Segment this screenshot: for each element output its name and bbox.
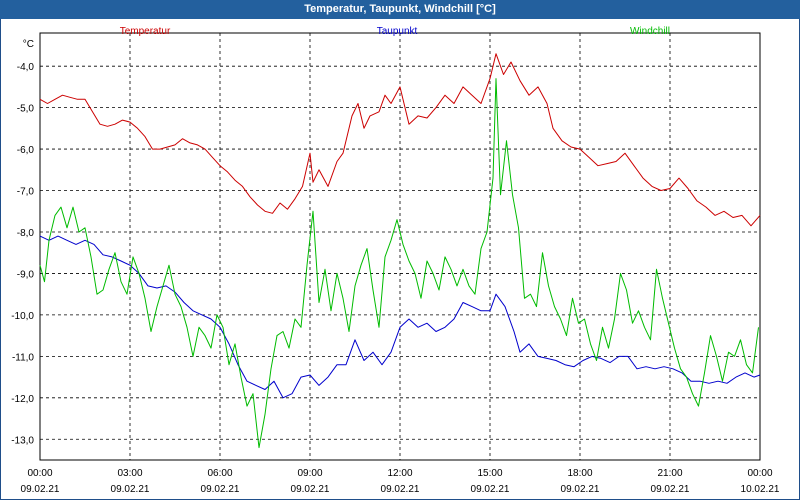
y-tick-label: -9,0: [17, 269, 35, 280]
y-tick-label: -8,0: [17, 228, 35, 239]
window-title: Temperatur, Taupunkt, Windchill [°C]: [0, 0, 800, 19]
y-tick-label: -13,0: [11, 435, 34, 446]
x-tick-date: 09.02.21: [471, 484, 510, 495]
x-tick-time: 09:00: [297, 468, 322, 479]
x-tick-date: 09.02.21: [21, 484, 60, 495]
y-tick-label: -7,0: [17, 187, 35, 198]
x-tick-time: 00:00: [27, 468, 52, 479]
series-lines: [39, 53, 761, 449]
x-tick-date: 10.02.21: [741, 484, 780, 495]
y-tick-label: -6,0: [17, 145, 35, 156]
x-tick-time: 15:00: [477, 468, 502, 479]
legend-label-temperatur: Temperatur: [120, 26, 171, 37]
series-line-windchill: [39, 78, 759, 449]
x-tick-date: 09.02.21: [291, 484, 330, 495]
x-tick-time: 21:00: [657, 468, 682, 479]
y-unit-label: °C: [23, 39, 34, 50]
legend-label-windchill: Windchill: [630, 26, 670, 37]
x-tick-time: 06:00: [207, 468, 232, 479]
legend: Temperatur Taupunkt Windchill: [120, 26, 670, 37]
y-tick-label: -4,0: [17, 62, 35, 73]
series-line-taupunkt: [39, 235, 761, 399]
x-tick-date: 09.02.21: [201, 484, 240, 495]
y-tick-label: -12,0: [11, 394, 34, 405]
x-tick-time: 00:00: [747, 468, 772, 479]
y-tick-label: -5,0: [17, 104, 35, 115]
x-tick-time: 03:00: [117, 468, 142, 479]
x-tick-date: 09.02.21: [651, 484, 690, 495]
x-tick-time: 12:00: [387, 468, 412, 479]
axis-labels: -4,0 -5,0 -6,0 -7,0 -8,0 -9,0 -10,0 -11,0 -12,0 -…: [11, 39, 780, 495]
x-tick-time: 18:00: [567, 468, 592, 479]
y-tick-label: -10,0: [11, 311, 34, 322]
y-tick-label: -11,0: [12, 352, 34, 363]
legend-label-taupunkt: Taupunkt: [377, 26, 418, 37]
x-tick-date: 09.02.21: [381, 484, 420, 495]
x-tick-date: 09.02.21: [561, 484, 600, 495]
series-line-temperatur: [39, 53, 761, 227]
x-tick-date: 09.02.21: [111, 484, 150, 495]
